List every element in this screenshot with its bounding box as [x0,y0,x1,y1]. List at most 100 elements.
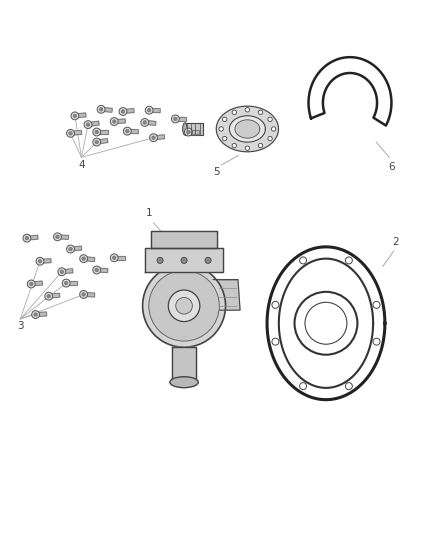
Polygon shape [145,248,223,272]
Circle shape [272,338,279,345]
Polygon shape [40,259,51,263]
Polygon shape [175,117,186,121]
Circle shape [110,118,118,125]
Circle shape [93,266,101,274]
Circle shape [258,110,263,115]
Polygon shape [97,130,108,134]
Circle shape [143,264,226,348]
Circle shape [168,290,200,321]
Circle shape [113,120,116,123]
Polygon shape [27,235,38,240]
Polygon shape [145,120,156,125]
Circle shape [86,123,90,126]
Circle shape [171,115,179,123]
Polygon shape [153,135,165,140]
Circle shape [62,279,70,287]
Polygon shape [57,235,68,239]
Circle shape [147,108,151,112]
Circle shape [223,136,227,141]
Circle shape [82,257,85,261]
Circle shape [150,134,157,142]
Text: 6: 6 [388,161,395,172]
Circle shape [173,117,177,120]
Polygon shape [114,256,125,260]
Polygon shape [267,247,385,400]
Polygon shape [123,109,134,114]
Polygon shape [97,268,108,272]
Circle shape [95,140,99,144]
Circle shape [205,257,211,263]
Ellipse shape [170,377,198,387]
Circle shape [69,247,72,251]
Circle shape [126,130,129,133]
Circle shape [80,255,88,263]
Text: 1: 1 [146,208,152,219]
Polygon shape [188,130,199,134]
Circle shape [64,281,68,285]
Circle shape [345,383,352,390]
Circle shape [300,257,307,264]
Circle shape [141,118,149,126]
Polygon shape [101,107,112,112]
Circle shape [95,130,99,134]
Circle shape [176,297,192,314]
Circle shape [219,127,223,131]
Circle shape [143,120,147,124]
Circle shape [345,257,352,264]
Circle shape [29,282,33,286]
Polygon shape [62,269,73,274]
Circle shape [124,127,131,135]
Polygon shape [49,293,60,298]
Polygon shape [96,139,108,144]
Circle shape [99,108,103,111]
Circle shape [82,293,85,296]
Polygon shape [31,281,42,286]
Circle shape [71,112,79,120]
Polygon shape [84,257,95,262]
Circle shape [145,106,153,114]
Polygon shape [230,116,265,142]
Polygon shape [88,121,99,126]
Circle shape [67,245,74,253]
Circle shape [110,254,118,262]
FancyBboxPatch shape [185,123,203,135]
Circle shape [373,301,380,309]
Polygon shape [151,231,217,248]
Polygon shape [71,131,81,135]
Polygon shape [71,246,81,251]
Circle shape [157,257,163,263]
Circle shape [45,292,53,300]
Circle shape [181,257,187,263]
Polygon shape [35,312,47,317]
Polygon shape [216,106,279,152]
Circle shape [305,302,347,344]
Polygon shape [213,280,240,310]
Circle shape [27,280,35,288]
Ellipse shape [183,123,187,135]
Circle shape [80,290,88,298]
Text: 3: 3 [17,321,24,331]
Circle shape [36,257,44,265]
Text: 2: 2 [392,237,399,247]
Polygon shape [127,129,138,134]
Circle shape [232,110,237,115]
Circle shape [272,127,276,131]
Circle shape [38,260,42,263]
Polygon shape [114,119,125,124]
Circle shape [373,338,380,345]
Circle shape [149,271,219,341]
Circle shape [300,383,307,390]
Circle shape [184,128,192,136]
Circle shape [119,108,127,116]
Polygon shape [308,57,392,126]
Polygon shape [149,108,160,113]
Circle shape [97,106,105,113]
Circle shape [56,235,59,239]
Circle shape [294,292,357,354]
Circle shape [245,108,250,112]
Circle shape [69,132,72,135]
Circle shape [73,114,77,118]
Circle shape [113,256,116,260]
Circle shape [152,136,155,140]
Polygon shape [84,293,95,297]
